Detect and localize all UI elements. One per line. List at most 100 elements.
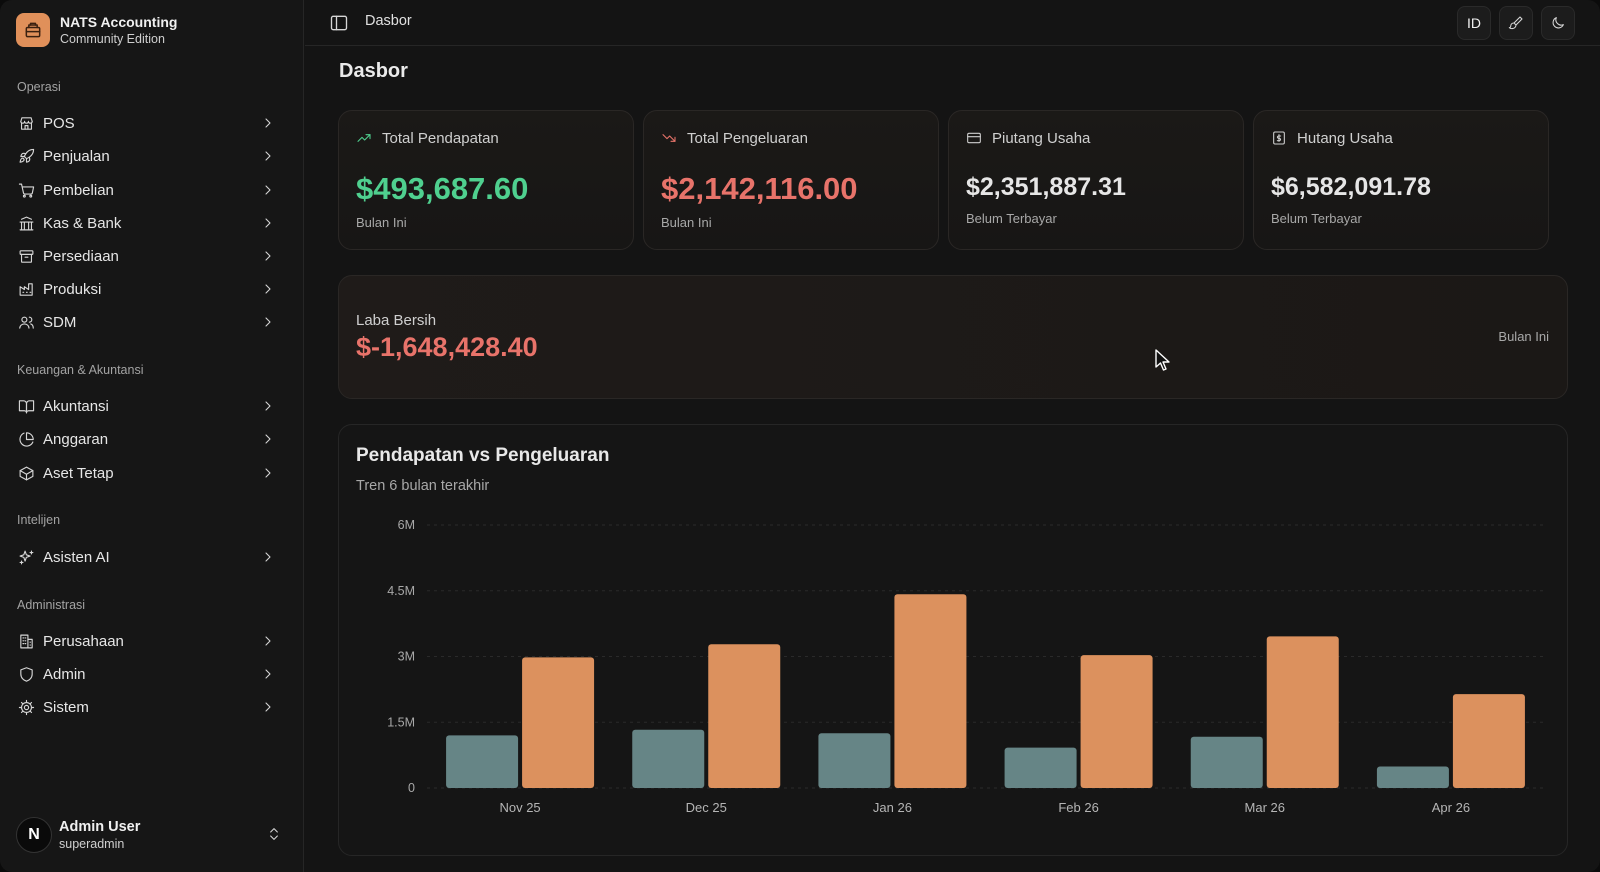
x-tick-label: Jan 26 bbox=[873, 800, 912, 815]
bar-series-1-nov-25 bbox=[446, 735, 519, 788]
stat-label: Total Pendapatan bbox=[382, 129, 499, 147]
bar-chart: 0 1.5M 3M 4.5M 6M Nov 25 Dec 25 Jan 26 Feb 26 Mar… bbox=[387, 518, 1544, 815]
bar-series-2-dec-25 bbox=[708, 644, 781, 788]
bar-series-2-apr-26 bbox=[1452, 694, 1525, 788]
y-tick-label: 6M bbox=[398, 518, 415, 532]
users-icon bbox=[17, 313, 35, 331]
x-tick-label: Apr 26 bbox=[1432, 800, 1470, 815]
sidebar-item-produksi[interactable]: Produksi bbox=[10, 274, 290, 304]
bar-series-1-dec-25 bbox=[632, 729, 705, 788]
bar-series-1-jan-26 bbox=[818, 733, 891, 788]
chevron-right-icon bbox=[265, 702, 271, 712]
sidebar-item-persediaan[interactable]: Persediaan bbox=[10, 241, 290, 271]
section-label: Keuangan & Akuntansi bbox=[17, 363, 144, 377]
sidebar-item-label: Aset Tetap bbox=[43, 464, 114, 482]
avatar: N bbox=[16, 817, 52, 853]
chevron-right-icon bbox=[265, 552, 271, 562]
gear-icon bbox=[17, 698, 35, 716]
sidebar-item-akuntansi[interactable]: Akuntansi bbox=[10, 391, 290, 421]
net-profit-period: Bulan Ini bbox=[1498, 329, 1549, 344]
sparkles-icon bbox=[17, 548, 35, 566]
y-tick-label: 0 bbox=[408, 781, 415, 795]
user-name: Admin User bbox=[59, 819, 141, 835]
bar-series-2-jan-26 bbox=[894, 594, 967, 788]
credit-card-icon bbox=[966, 129, 984, 147]
stat-card-total-pendapatan: Total Pendapatan $493,687.60 Bulan Ini bbox=[338, 110, 634, 250]
receipt-icon bbox=[1271, 129, 1289, 147]
x-tick-label: Mar 26 bbox=[1245, 800, 1285, 815]
sidebar-item-label: Kas & Bank bbox=[43, 214, 122, 232]
chevron-right-icon bbox=[265, 434, 271, 444]
building-icon bbox=[17, 632, 35, 650]
language-button[interactable]: ID bbox=[1457, 6, 1491, 40]
sidebar-item-label: Produksi bbox=[43, 280, 102, 298]
factory-icon bbox=[17, 280, 35, 298]
sidebar-item-aset-tetap[interactable]: Aset Tetap bbox=[10, 458, 290, 488]
sidebar-item-sdm[interactable]: SDM bbox=[10, 307, 290, 337]
chart-title: Pendapatan vs Pengeluaran bbox=[356, 445, 610, 466]
net-profit-value: $-1,648,428.40 bbox=[356, 332, 538, 362]
y-tick-label: 1.5M bbox=[387, 715, 415, 729]
sidebar-item-label: POS bbox=[43, 114, 75, 132]
net-profit-label: Laba Bersih bbox=[356, 312, 437, 329]
x-tick-label: Nov 25 bbox=[499, 800, 540, 815]
brand-title: NATS Accounting bbox=[60, 14, 178, 30]
section-label: Administrasi bbox=[17, 598, 86, 612]
chevron-right-icon bbox=[265, 251, 271, 261]
trending-down-icon bbox=[661, 129, 679, 147]
box-icon bbox=[17, 464, 35, 482]
chevron-right-icon bbox=[265, 401, 271, 411]
stat-card-total-pengeluaran: Total Pengeluaran $2,142,116.00 Bulan Ini bbox=[643, 110, 939, 250]
sidebar-item-label: Asisten AI bbox=[43, 548, 110, 566]
pie-icon bbox=[17, 430, 35, 448]
sidebar-item-penjualan[interactable]: Penjualan bbox=[10, 141, 290, 171]
x-tick-label: Feb 26 bbox=[1058, 800, 1098, 815]
sidebar-item-pembelian[interactable]: Pembelian bbox=[10, 175, 290, 205]
chevron-right-icon bbox=[265, 218, 271, 228]
chevron-right-icon bbox=[265, 468, 271, 478]
bar-series-1-feb-26 bbox=[1004, 747, 1077, 788]
sidebar-item-anggaran[interactable]: Anggaran bbox=[10, 424, 290, 454]
sidebar-item-label: Pembelian bbox=[43, 181, 114, 199]
bar-series-2-feb-26 bbox=[1080, 655, 1153, 788]
dark-mode-button[interactable] bbox=[1541, 6, 1575, 40]
sidebar-item-label: Persediaan bbox=[43, 247, 119, 265]
stat-card-hutang-usaha: Hutang Usaha $6,582,091.78 Belum Terbayar bbox=[1253, 110, 1549, 250]
sidebar-item-admin[interactable]: Admin bbox=[10, 659, 290, 689]
y-tick-label: 3M bbox=[398, 650, 415, 664]
moon-icon bbox=[1552, 17, 1564, 29]
stat-subtext: Bulan Ini bbox=[356, 215, 407, 230]
theme-brush-button[interactable] bbox=[1499, 6, 1533, 40]
chevron-right-icon bbox=[265, 317, 271, 327]
sidebar-item-label: Sistem bbox=[43, 698, 89, 716]
store-icon bbox=[17, 114, 35, 132]
sidebar-item-label: Admin bbox=[43, 665, 86, 683]
sidebar: NATS Accounting Community Edition Operas… bbox=[0, 0, 304, 872]
chart-subtitle: Tren 6 bulan terakhir bbox=[356, 478, 490, 494]
chevron-right-icon bbox=[265, 185, 271, 195]
sidebar-item-kas-bank[interactable]: Kas & Bank bbox=[10, 208, 290, 238]
chevron-right-icon bbox=[265, 151, 271, 161]
trending-up-icon bbox=[356, 129, 374, 147]
brand-logo-icon bbox=[16, 13, 50, 47]
stat-label: Piutang Usaha bbox=[992, 129, 1091, 147]
sidebar-item-pos[interactable]: POS bbox=[10, 108, 290, 138]
section-label: Intelijen bbox=[17, 513, 61, 527]
sidebar-toggle-icon[interactable] bbox=[329, 13, 349, 33]
stat-value: $2,142,116.00 bbox=[661, 171, 858, 206]
sidebar-item-asisten-ai[interactable]: Asisten AI bbox=[10, 542, 290, 572]
brand[interactable]: NATS Accounting Community Edition bbox=[16, 13, 177, 47]
sidebar-item-perusahaan[interactable]: Perusahaan bbox=[10, 626, 290, 656]
sidebar-item-sistem[interactable]: Sistem bbox=[10, 692, 290, 722]
user-menu[interactable]: N Admin User superadmin bbox=[16, 812, 292, 858]
sidebar-item-label: Penjualan bbox=[43, 147, 110, 165]
stat-subtext: Belum Terbayar bbox=[1271, 211, 1362, 226]
top-bar: Dasbor ID bbox=[305, 0, 1600, 46]
net-profit-card: Laba Bersih $-1,648,428.40 Bulan Ini bbox=[338, 275, 1568, 399]
bar-series-1-apr-26 bbox=[1376, 766, 1449, 788]
stat-card-piutang-usaha: Piutang Usaha $2,351,887.31 Belum Terbayar bbox=[948, 110, 1244, 250]
rocket-icon bbox=[17, 147, 35, 165]
brand-subtitle: Community Edition bbox=[60, 32, 165, 46]
stat-value: $2,351,887.31 bbox=[966, 173, 1126, 201]
